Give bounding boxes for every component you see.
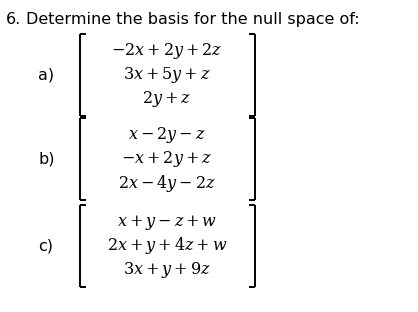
Text: $x + y - z + w$: $x + y - z + w$ (117, 212, 217, 232)
Text: b): b) (38, 152, 54, 167)
Text: $-2x + 2y + 2z$: $-2x + 2y + 2z$ (111, 41, 223, 61)
Text: $2x + y + 4z + w$: $2x + y + 4z + w$ (107, 236, 227, 256)
Text: a): a) (38, 67, 54, 82)
Text: $-x + 2y + z$: $-x + 2y + z$ (122, 149, 213, 169)
Text: $3x + 5y + z$: $3x + 5y + z$ (123, 65, 211, 85)
Text: 6.: 6. (6, 12, 21, 27)
Text: c): c) (38, 238, 53, 253)
Text: $3x + y + 9z$: $3x + y + 9z$ (123, 260, 211, 280)
Text: Determine the basis for the null space of:: Determine the basis for the null space o… (26, 12, 359, 27)
Text: $2y + z$: $2y + z$ (143, 89, 191, 109)
Text: $2x - 4y - 2z$: $2x - 4y - 2z$ (118, 173, 216, 193)
Text: $x - 2y - z$: $x - 2y - z$ (128, 125, 206, 145)
